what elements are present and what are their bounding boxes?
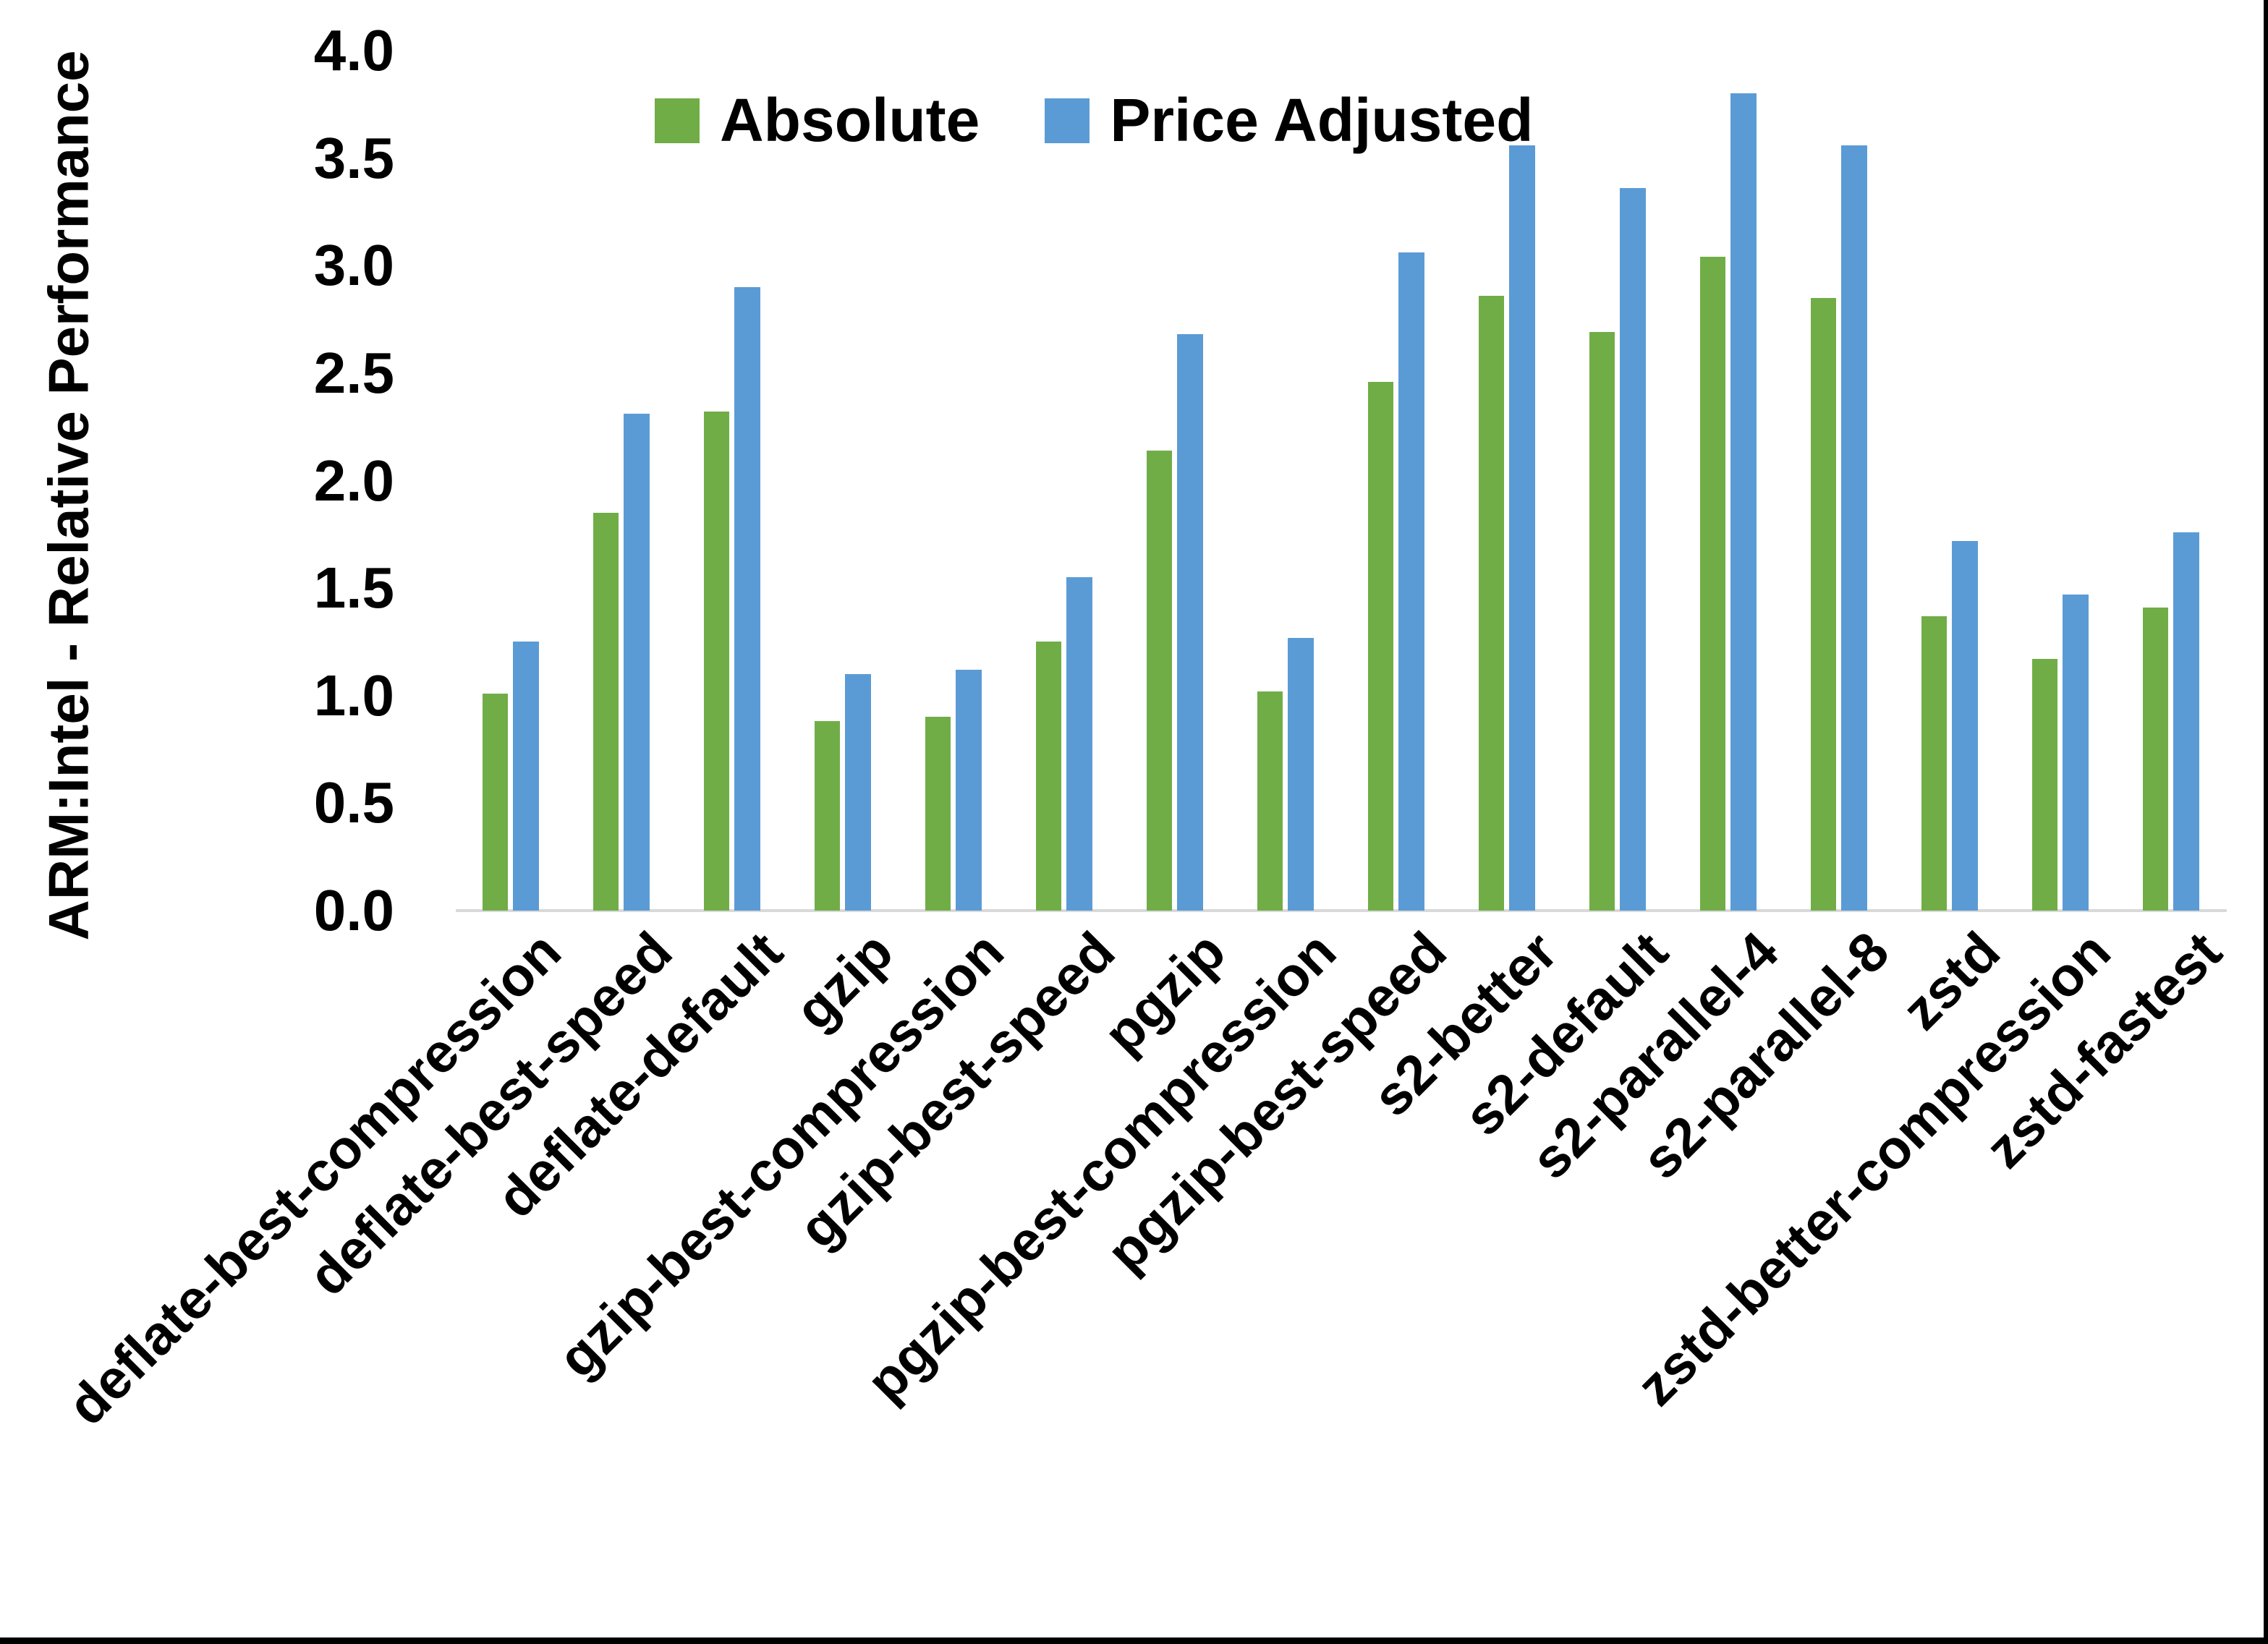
plot-area — [456, 51, 2227, 912]
bar-group — [2143, 51, 2199, 911]
bar-price-adjusted — [1730, 93, 1757, 911]
x-axis-line — [456, 909, 2227, 912]
y-tick-label: 2.5 — [313, 340, 394, 405]
bar-group — [1811, 51, 1867, 911]
bar-absolute — [1589, 332, 1615, 911]
bar-price-adjusted — [1177, 334, 1203, 911]
bar-price-adjusted — [2063, 595, 2089, 911]
y-tick-label: 2.0 — [313, 448, 394, 513]
bar-absolute — [593, 513, 619, 911]
bar-absolute — [2032, 659, 2057, 911]
legend-label: Price Adjusted — [1110, 86, 1534, 154]
bar-absolute — [1257, 691, 1283, 911]
legend-item: Price Adjusted — [1045, 85, 1533, 156]
y-tick-label: 4.0 — [313, 18, 394, 82]
bar-group — [1368, 51, 1424, 911]
bar-absolute — [2143, 607, 2168, 911]
bar-price-adjusted — [845, 674, 871, 911]
legend-swatch-icon — [655, 98, 700, 143]
legend-label: Absolute — [720, 86, 980, 154]
bar-group — [1700, 51, 1757, 911]
bar-price-adjusted — [1288, 637, 1314, 911]
screenshot-bottom-border — [0, 1637, 2268, 1644]
bar-absolute — [704, 412, 729, 911]
bar-price-adjusted — [624, 414, 650, 911]
y-tick-label: 1.5 — [313, 555, 394, 621]
bar-group — [1036, 51, 1092, 911]
bar-price-adjusted — [2173, 532, 2199, 911]
bar-price-adjusted — [1398, 252, 1424, 911]
bar-absolute — [483, 693, 508, 911]
y-tick-label: 0.5 — [313, 770, 394, 835]
bar-group — [925, 51, 982, 911]
bar-absolute — [1700, 257, 1725, 911]
y-tick-label: 3.5 — [313, 125, 394, 190]
legend-item: Absolute — [655, 85, 980, 156]
bar-price-adjusted — [513, 642, 539, 911]
bar-price-adjusted — [1952, 540, 1978, 911]
bar-group — [1147, 51, 1203, 911]
bar-group — [1479, 51, 1535, 911]
bar-absolute — [1368, 381, 1393, 911]
bar-price-adjusted — [1509, 145, 1535, 911]
bar-group — [483, 51, 539, 911]
bar-group — [2032, 51, 2089, 911]
screenshot-right-border — [2264, 0, 2268, 1644]
y-tick-label: 3.0 — [313, 233, 394, 298]
bar-absolute — [1479, 295, 1504, 911]
bar-absolute — [925, 717, 951, 911]
bar-price-adjusted — [1066, 577, 1092, 911]
bar-absolute — [1811, 297, 1836, 911]
bar-group — [1921, 51, 1978, 911]
bar-absolute — [1921, 616, 1947, 911]
y-axis-title: ARM:Intel - Relative Performance — [36, 50, 101, 941]
bar-price-adjusted — [1620, 188, 1646, 911]
bar-group — [815, 51, 871, 911]
bar-price-adjusted — [1841, 145, 1867, 911]
legend-swatch-icon — [1045, 98, 1090, 143]
y-tick-label: 1.0 — [313, 663, 394, 728]
bar-absolute — [815, 721, 840, 911]
bar-group — [1589, 51, 1646, 911]
bar-group — [593, 51, 650, 911]
bar-absolute — [1036, 642, 1061, 911]
y-tick-label: 0.0 — [313, 878, 394, 942]
bar-price-adjusted — [956, 670, 982, 911]
legend: Absolute Price Adjusted — [655, 85, 1533, 156]
bar-group — [1257, 51, 1314, 911]
bar-absolute — [1147, 450, 1172, 911]
bar-price-adjusted — [734, 286, 760, 911]
bar-group — [704, 51, 760, 911]
